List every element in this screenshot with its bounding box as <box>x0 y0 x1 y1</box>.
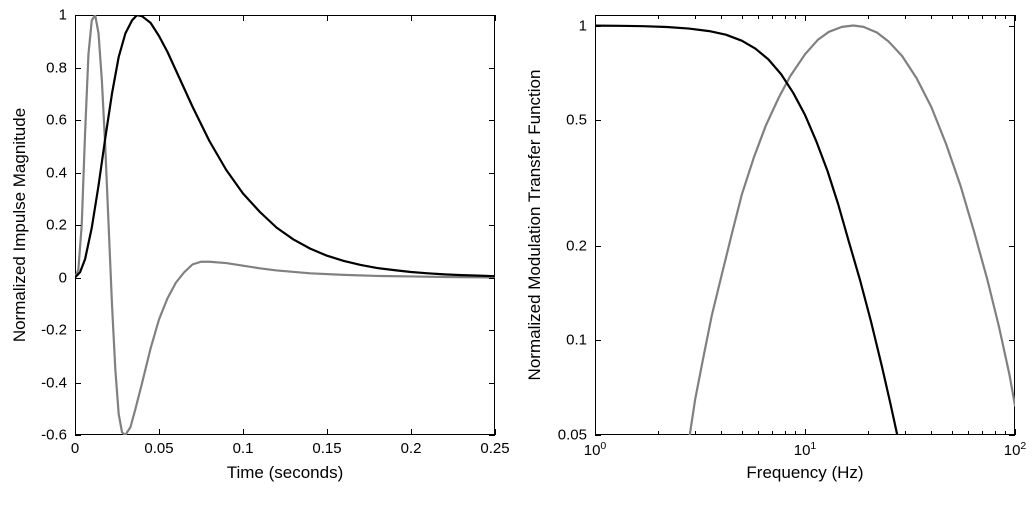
left-xtick-label: 0.05 <box>144 440 173 457</box>
left-ytick-label: -0.4 <box>27 374 67 391</box>
series-impulse-black <box>75 15 495 278</box>
figure: Time (seconds) Normalized Impulse Magnit… <box>0 0 1034 506</box>
left-ytick-label: 0.8 <box>27 59 67 76</box>
right-ytick-label: 0.1 <box>543 332 587 349</box>
left-ytick-label: -0.2 <box>27 322 67 339</box>
left-ytick-label: 0.2 <box>27 217 67 234</box>
right-xtick-label: 101 <box>794 440 817 459</box>
left-xtick-label: 0.15 <box>312 440 341 457</box>
left-xtick-label: 0.25 <box>480 440 509 457</box>
left-ytick-label: 0 <box>27 269 67 286</box>
left-plot-svg <box>75 15 495 435</box>
right-ytick-label: 1 <box>543 17 587 34</box>
right-plot-svg <box>595 15 1015 435</box>
right-xtick-label: 100 <box>584 440 607 459</box>
left-ytick-label: -0.6 <box>27 427 67 444</box>
left-xtick-label: 0.2 <box>401 440 422 457</box>
series-mtf-gray <box>689 26 1015 441</box>
right-ytick-label: 0.05 <box>543 427 587 444</box>
left-xtick-label: 0 <box>71 440 79 457</box>
left-ytick-label: 0.4 <box>27 164 67 181</box>
left-xtick-label: 0.1 <box>233 440 254 457</box>
right-xlabel: Frequency (Hz) <box>595 463 1015 483</box>
right-ytick-label: 0.2 <box>543 237 587 254</box>
left-ytick-label: 0.6 <box>27 112 67 129</box>
left-xlabel: Time (seconds) <box>75 463 495 483</box>
left-ytick-label: 1 <box>27 7 67 24</box>
series-mtf-black <box>595 26 897 435</box>
series-impulse-gray <box>75 15 495 435</box>
right-ytick-label: 0.5 <box>543 112 587 129</box>
right-xtick-label: 102 <box>1004 440 1027 459</box>
right-ylabel: Normalized Modulation Transfer Function <box>525 15 545 435</box>
